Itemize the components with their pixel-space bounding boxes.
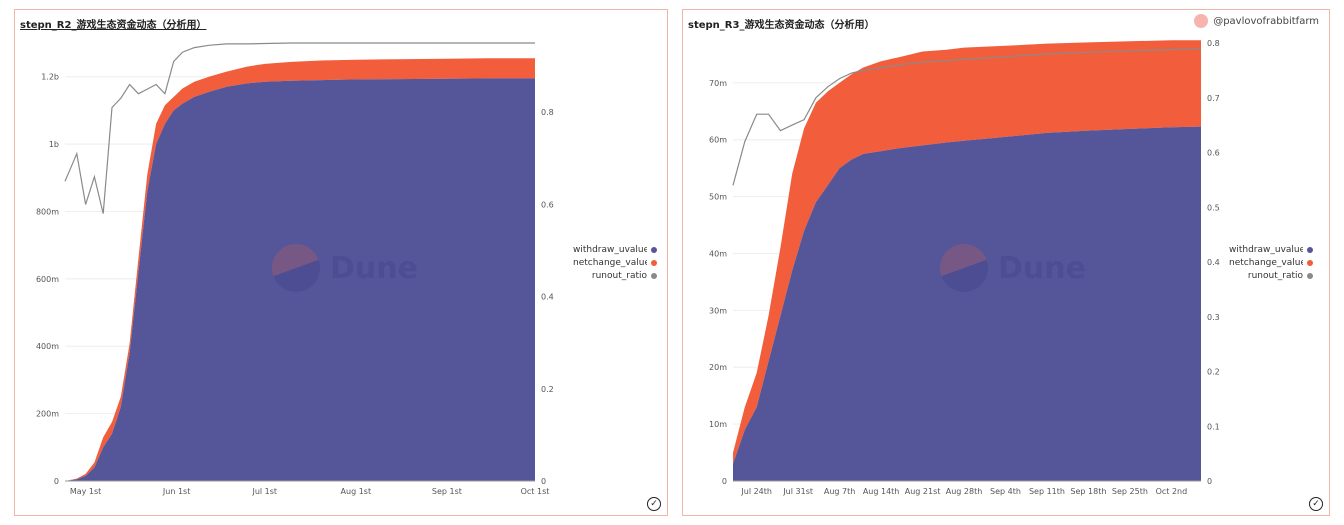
legend-label: withdraw_uvalue_ <box>573 244 647 255</box>
x-tick-label: Sep 1st <box>432 487 462 496</box>
x-tick-label: Jul 24th <box>740 487 772 496</box>
area-withdraw[interactable] <box>65 78 535 482</box>
x-tick-label: Jul 1st <box>251 487 277 496</box>
x-tick-label: Jun 1st <box>162 487 190 496</box>
legend-label: runout_ratio <box>1247 270 1303 281</box>
y-right-tick-label: 0.3 <box>1207 313 1220 322</box>
legend-label: netchange_value_c <box>1229 257 1303 268</box>
y-right-tick-label: 0.4 <box>541 293 554 302</box>
y-right-tick-label: 0.4 <box>1207 258 1220 267</box>
line-runout-ratio[interactable] <box>64 42 535 214</box>
y-right-tick-label: 0 <box>1207 477 1212 486</box>
y-right-tick-label: 0.8 <box>541 108 554 117</box>
x-tick-label: Jul 31st <box>782 487 813 496</box>
y-left-tick-label: 10m <box>709 420 727 429</box>
y-right-tick-label: 0.2 <box>1207 368 1220 377</box>
area-withdraw[interactable] <box>733 126 1201 481</box>
x-tick-label: Aug 28th <box>946 487 983 496</box>
legend-dot <box>1307 246 1313 253</box>
legend-item-withdraw[interactable]: withdraw_uvalue_ <box>1221 243 1313 256</box>
legend-item-netchange[interactable]: netchange_value_c <box>565 256 657 269</box>
y-left-tick-label: 200m <box>36 410 59 419</box>
y-left-tick-label: 40m <box>709 249 727 258</box>
y-left-tick-label: 1b <box>49 140 59 149</box>
author-credit[interactable]: @pavlovofrabbitfarm <box>1194 14 1319 28</box>
legend-item-runout[interactable]: runout_ratio <box>1221 269 1313 282</box>
x-tick-label: Aug 1st <box>341 487 372 496</box>
avatar <box>1194 14 1209 28</box>
legend-item-runout[interactable]: runout_ratio <box>565 269 657 282</box>
y-left-tick-label: 0 <box>722 477 727 486</box>
chart-panel-r3: stepn_R3_游戏生态资金动态（分析用） @pavlovofrabbitfa… <box>682 9 1330 516</box>
y-left-tick-label: 50m <box>709 193 727 202</box>
y-right-tick-label: 0.6 <box>541 200 554 209</box>
y-right-tick-label: 0.6 <box>1207 149 1220 158</box>
legend-label: withdraw_uvalue_ <box>1229 244 1303 255</box>
y-left-tick-label: 20m <box>709 363 727 372</box>
x-tick-label: May 1st <box>70 487 101 496</box>
chart-title[interactable]: stepn_R2_游戏生态资金动态（分析用） <box>20 20 207 31</box>
x-tick-label: Oct 1st <box>521 487 550 496</box>
chart-legend: withdraw_uvalue_ netchange_value_c runou… <box>1221 243 1313 282</box>
chart-svg-r3: 0 10m 20m 30m 40m 50m 60m 70m 0 0.1 0.2 0.3 0.4 0.5 0.… <box>709 39 1220 496</box>
y-right-tick-label: 0.2 <box>541 385 554 394</box>
legend-item-withdraw[interactable]: withdraw_uvalue_ <box>565 243 657 256</box>
legend-dot <box>651 246 657 253</box>
legend-dot <box>1307 272 1313 279</box>
y-left-tick-label: 800m <box>36 207 59 216</box>
x-tick-label: Aug 14th <box>863 487 900 496</box>
x-tick-label: Sep 18th <box>1070 487 1106 496</box>
x-tick-label: Sep 25th <box>1112 487 1148 496</box>
y-left-tick-label: 70m <box>709 79 727 88</box>
chart-svg-r2: 0 200m 400m 600m 800m 1b 1.2b 0 0.2 0.4 0.6 0.8 May … <box>36 42 554 496</box>
y-right-tick-label: 0.8 <box>1207 39 1220 48</box>
y-left-tick-label: 1.2b <box>41 73 59 82</box>
x-tick-label: Sep 11th <box>1029 487 1065 496</box>
chart-panel-r2: stepn_R2_游戏生态资金动态（分析用） 0 200m 400m 600m 800m… <box>14 9 668 516</box>
line-runout-ratio[interactable] <box>732 47 1202 186</box>
legend-dot <box>651 272 657 279</box>
y-right-tick-label: 0.7 <box>1207 94 1220 103</box>
y-left-tick-label: 0 <box>54 477 59 486</box>
legend-item-netchange[interactable]: netchange_value_c <box>1221 256 1313 269</box>
y-left-tick-label: 30m <box>709 306 727 315</box>
author-name: @pavlovofrabbitfarm <box>1213 15 1319 27</box>
y-right-tick-label: 0.1 <box>1207 422 1220 431</box>
legend-label: netchange_value_c <box>573 257 647 268</box>
y-left-tick-label: 400m <box>36 342 59 351</box>
chart-legend: withdraw_uvalue_ netchange_value_c runou… <box>565 243 657 282</box>
y-left-tick-label: 60m <box>709 136 727 145</box>
x-tick-label: Aug 7th <box>824 487 855 496</box>
legend-dot <box>651 259 657 266</box>
x-tick-label: Aug 21st <box>905 487 941 496</box>
check-icon[interactable]: ✓ <box>1309 497 1323 511</box>
area-netchange[interactable] <box>733 40 1201 464</box>
x-tick-label: Sep 4th <box>990 487 1021 496</box>
chart-title[interactable]: stepn_R3_游戏生态资金动态（分析用） <box>688 20 875 31</box>
y-right-tick-label: 0 <box>541 477 546 486</box>
y-right-tick-label: 0.5 <box>1207 203 1220 212</box>
x-tick-label: Oct 2nd <box>1156 487 1188 496</box>
y-left-tick-label: 600m <box>36 275 59 284</box>
legend-label: runout_ratio <box>591 270 647 281</box>
legend-dot <box>1307 259 1313 266</box>
check-icon[interactable]: ✓ <box>647 497 661 511</box>
